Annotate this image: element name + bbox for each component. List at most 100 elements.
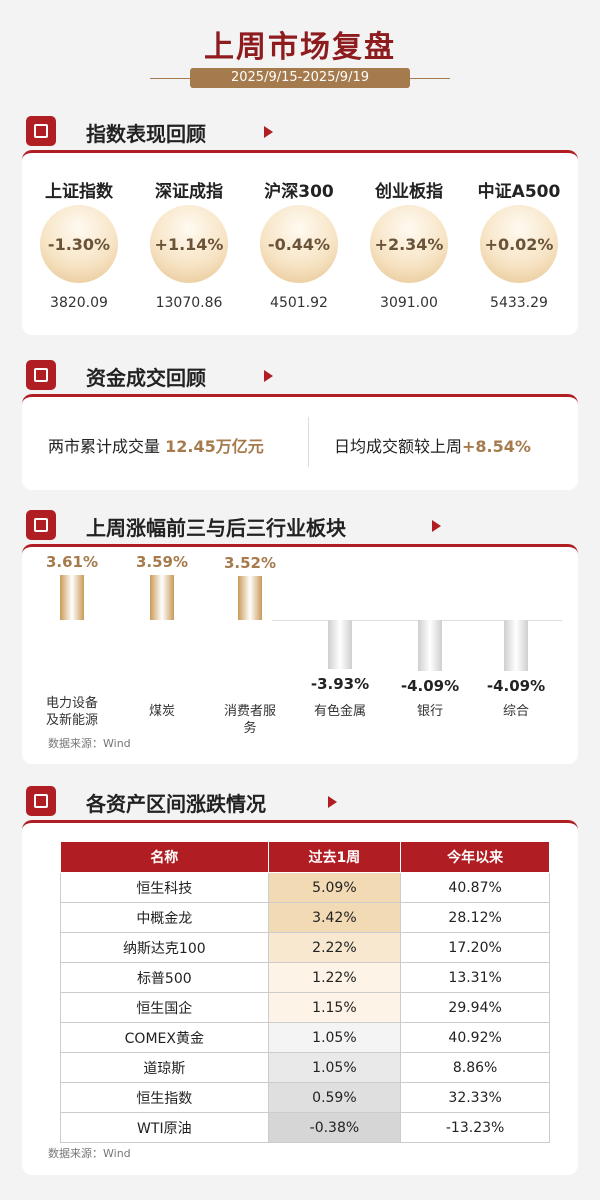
table-cell: 标普500 — [60, 962, 269, 993]
table-cell: 1.22% — [267, 962, 402, 993]
label: 两市累计成交量 — [48, 437, 161, 456]
value: +8.54% — [462, 437, 531, 456]
table-cell: 2.22% — [267, 932, 402, 963]
section-arrow — [264, 370, 273, 382]
table-cell: 29.94% — [400, 992, 550, 1023]
category-label: 消费者服务 — [223, 704, 276, 736]
table-cell: 0.59% — [267, 1082, 402, 1113]
table-cell: -13.23% — [400, 1112, 550, 1143]
section-arrow — [432, 520, 441, 532]
table-row: 恒生国企 1.15% 29.94% — [60, 992, 550, 1023]
column-header: 名称 — [60, 841, 269, 873]
table-cell: 1.05% — [267, 1022, 402, 1053]
index-change: +2.34% — [374, 234, 444, 254]
table-cell: 道琼斯 — [60, 1052, 269, 1083]
table-row: COMEX黄金 1.05% 40.92% — [60, 1022, 550, 1053]
table-row: WTI原油 -0.38% -13.23% — [60, 1112, 550, 1143]
table-row: 道琼斯 1.05% 8.86% — [60, 1052, 550, 1083]
section-title: 资金成交回顾 — [86, 366, 206, 390]
category-label: 银行 — [416, 704, 443, 719]
table-cell: WTI原油 — [60, 1112, 269, 1143]
table-cell: 17.20% — [400, 932, 550, 963]
source: 数据来源：Wind — [48, 1147, 131, 1160]
asset-table: 名称 过去1周 今年以来 恒生科技 5.09% 40.87% 中概金龙 3.42% 28.12… — [60, 841, 550, 1143]
table-row: 标普500 1.22% 13.31% — [60, 962, 550, 993]
table-cell: 5.09% — [267, 872, 402, 903]
table-cell: 8.86% — [400, 1052, 550, 1083]
bar — [418, 620, 442, 672]
table-cell: 3.42% — [267, 902, 402, 933]
value-label: 3.61% — [45, 552, 99, 571]
table-cell: 恒生国企 — [60, 992, 269, 1023]
label: 日均成交额较上周 — [334, 437, 463, 456]
page-title: 上周市场复盘 — [204, 30, 396, 65]
value-label: -3.93% — [310, 675, 370, 694]
table-cell: 中概金龙 — [60, 902, 269, 933]
index-name: 创业板指 — [375, 182, 443, 202]
index-close: 3820.09 — [50, 295, 108, 311]
table-row: 中概金龙 3.42% 28.12% — [60, 902, 550, 933]
index-name: 上证指数 — [45, 182, 113, 202]
section-title: 上周涨幅前三与后三行业板块 — [86, 516, 346, 540]
asset-card: 名称 过去1周 今年以来 恒生科技 5.09% 40.87% 中概金龙 3.42% 28.12… — [22, 820, 578, 1175]
value: 12.45万亿元 — [165, 437, 264, 456]
turnover-total: 两市累计成交量 12.45万亿元 — [48, 433, 264, 457]
divider — [410, 78, 450, 79]
bar — [328, 620, 352, 670]
value-label: 3.52% — [223, 554, 277, 572]
index-name: 深证成指 — [155, 182, 223, 202]
index-name: 中证A500 — [477, 182, 561, 202]
category-label: 有色金属 — [313, 704, 366, 719]
table-cell: 1.15% — [267, 992, 402, 1023]
date-range: 2025/9/15-2025/9/19 — [190, 68, 410, 88]
table-cell: 32.33% — [400, 1082, 550, 1113]
index-change: -1.30% — [47, 234, 111, 254]
bar — [60, 574, 84, 620]
section-icon — [26, 360, 56, 390]
section-title: 各资产区间涨跌情况 — [86, 792, 266, 816]
table-header: 名称 过去1周 今年以来 — [60, 841, 550, 873]
turnover-daily: 日均成交额较上周+8.54% — [334, 433, 531, 457]
section-icon — [26, 116, 56, 146]
divider — [150, 78, 190, 79]
value-label: -4.09% — [400, 677, 460, 696]
index-change: +1.14% — [154, 234, 224, 254]
category-label: 电力设备及新能源 — [45, 696, 98, 728]
table-cell: 40.87% — [400, 872, 550, 903]
section-arrow — [328, 796, 337, 808]
index-change: +0.02% — [484, 234, 554, 254]
source: 数据来源：Wind — [48, 737, 131, 750]
divider — [308, 417, 309, 467]
index-circle: +2.34% — [370, 205, 448, 283]
index-close: 3091.00 — [380, 295, 438, 311]
table-cell: COMEX黄金 — [60, 1022, 269, 1053]
baseline — [272, 620, 562, 621]
index-circle: +1.14% — [150, 205, 228, 283]
table-row: 恒生科技 5.09% 40.87% — [60, 872, 550, 903]
section-icon — [26, 786, 56, 816]
value-label: 3.59% — [135, 553, 189, 572]
table-cell: 1.05% — [267, 1052, 402, 1083]
index-close: 4501.92 — [270, 295, 328, 311]
index-change: -0.44% — [267, 234, 331, 254]
table-cell: 恒生指数 — [60, 1082, 269, 1113]
index-card: 上证指数 -1.30% 3820.09 深证成指 +1.14% 13070.86 沪深300… — [22, 150, 578, 335]
table-cell: -0.38% — [267, 1112, 402, 1143]
category-label: 综合 — [502, 704, 529, 719]
category-label: 煤炭 — [148, 704, 175, 719]
index-close: 13070.86 — [155, 295, 223, 311]
index-close: 5433.29 — [490, 295, 548, 311]
sector-card: 数据来源：Wind 3.61% 电力设备及新能源 3.59% 煤炭 3.52% 消费者服务… — [22, 544, 578, 764]
table-cell: 纳斯达克100 — [60, 932, 269, 963]
column-header: 今年以来 — [400, 841, 550, 873]
index-circle: +0.02% — [480, 205, 558, 283]
bar — [238, 576, 262, 620]
section-icon — [26, 510, 56, 540]
value-label: -4.09% — [486, 677, 546, 696]
table-cell: 28.12% — [400, 902, 550, 933]
section-title: 指数表现回顾 — [86, 122, 206, 146]
index-circle: -0.44% — [260, 205, 338, 283]
table-cell: 13.31% — [400, 962, 550, 993]
turnover-card: 两市累计成交量 12.45万亿元 日均成交额较上周+8.54% — [22, 394, 578, 490]
